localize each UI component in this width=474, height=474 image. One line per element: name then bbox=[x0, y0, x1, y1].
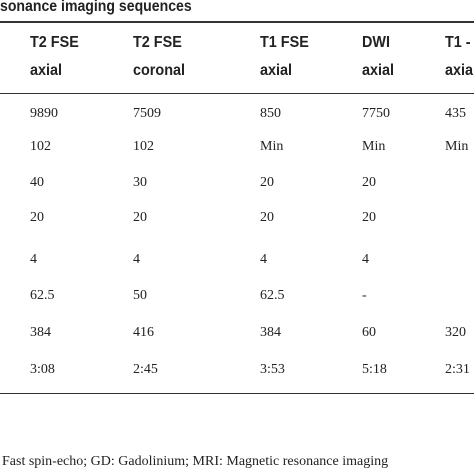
footnote: Fast spin-echo; GD: Gadolinium; MRI: Mag… bbox=[2, 454, 389, 469]
table-cell: 102 bbox=[133, 139, 154, 154]
table-cell: 9890 bbox=[30, 106, 58, 121]
table-cell: 62.5 bbox=[30, 288, 55, 303]
table-cell: 3:08 bbox=[30, 362, 55, 377]
header-rule bbox=[0, 93, 474, 94]
column-header: T2 FSE bbox=[30, 34, 79, 51]
table-cell: 2:31 bbox=[445, 362, 470, 377]
table-cell: 20 bbox=[260, 175, 274, 190]
table-cell: 4 bbox=[133, 252, 140, 267]
table-cell: 3:53 bbox=[260, 362, 285, 377]
table-cell: 435 bbox=[445, 106, 466, 121]
table-cell: 2:45 bbox=[133, 362, 158, 377]
table-cell: Min bbox=[445, 139, 469, 154]
table-cell: 20 bbox=[362, 210, 376, 225]
table-cell: 62.5 bbox=[260, 288, 285, 303]
table-title: sonance imaging sequences bbox=[0, 0, 192, 15]
column-header: T1 FSE bbox=[260, 34, 309, 51]
table-cell: 384 bbox=[260, 325, 281, 340]
table-cell: 320 bbox=[445, 325, 466, 340]
table-cell: 102 bbox=[30, 139, 51, 154]
column-header: axial bbox=[362, 62, 395, 79]
table-cell: - bbox=[362, 288, 367, 303]
table-cell: Min bbox=[260, 139, 284, 154]
column-header: T2 FSE bbox=[133, 34, 182, 51]
top-rule bbox=[0, 21, 474, 23]
column-header: axial bbox=[30, 62, 63, 79]
column-header: axial bbox=[260, 62, 293, 79]
table-cell: 850 bbox=[260, 106, 281, 121]
table-cell: 40 bbox=[30, 175, 44, 190]
column-header: axia bbox=[445, 62, 474, 79]
table-cell: 30 bbox=[133, 175, 147, 190]
table-cell: 20 bbox=[260, 210, 274, 225]
table-cell: Min bbox=[362, 139, 386, 154]
table-cell: 20 bbox=[133, 210, 147, 225]
table-cell: 20 bbox=[30, 210, 44, 225]
table-cell: 20 bbox=[362, 175, 376, 190]
table-cell: 7750 bbox=[362, 106, 390, 121]
table-cell: 4 bbox=[30, 252, 37, 267]
column-header: DWI bbox=[362, 34, 390, 51]
table-cell: 416 bbox=[133, 325, 154, 340]
table-cell: 4 bbox=[362, 252, 369, 267]
column-header: coronal bbox=[133, 62, 186, 79]
table-cell: 4 bbox=[260, 252, 267, 267]
table-cell: 60 bbox=[362, 325, 376, 340]
table-cell: 384 bbox=[30, 325, 51, 340]
column-header: T1 - bbox=[445, 34, 471, 51]
table-cell: 7509 bbox=[133, 106, 161, 121]
bottom-rule bbox=[0, 393, 474, 394]
table-cell: 50 bbox=[133, 288, 147, 303]
table-cell: 5:18 bbox=[362, 362, 387, 377]
